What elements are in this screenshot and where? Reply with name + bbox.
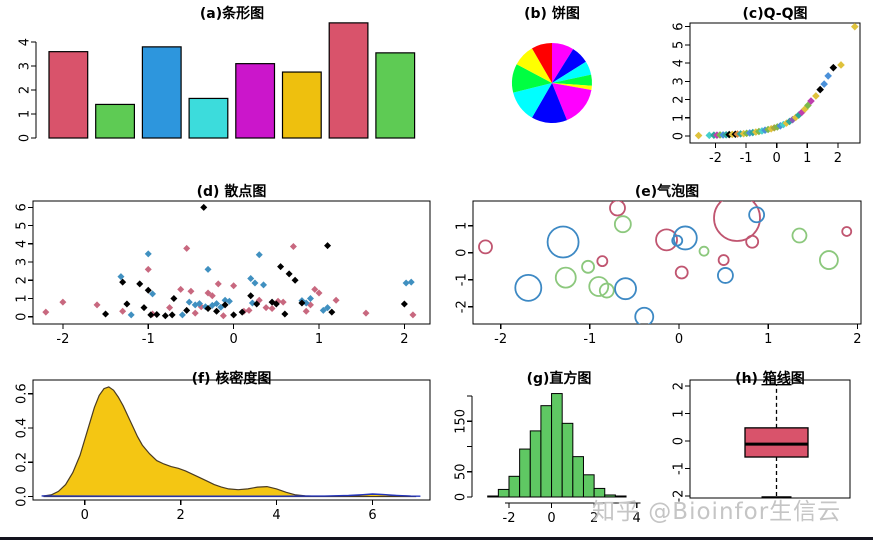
svg-text:-2: -2 [709,151,722,166]
panel-bar-chart: (a)条形图 0 1 2 3 4 [0,0,436,178]
svg-text:0: 0 [18,134,33,142]
svg-text:1: 1 [672,409,687,417]
panel-box-plot: (h) 箱线图 -2 -1 0 1 2 [660,365,873,537]
scatter-plot-canvas: 0 1 2 3 4 5 6 -2 -1 0 1 2 [15,200,431,347]
svg-text:0: 0 [454,493,469,501]
svg-text:-1: -1 [455,273,470,286]
svg-text:4: 4 [633,511,641,526]
svg-text:4: 4 [15,240,30,248]
svg-text:0.6: 0.6 [15,383,30,404]
svg-text:-1: -1 [672,462,687,475]
svg-text:0: 0 [672,437,687,445]
svg-text:1: 1 [672,114,687,122]
histogram-canvas: 0 50 150 -2 0 2 4 [454,393,641,526]
svg-text:0: 0 [455,249,470,257]
svg-text:-1: -1 [142,332,155,347]
svg-text:1: 1 [764,332,772,347]
svg-text:4: 4 [672,59,687,67]
svg-text:1: 1 [15,294,30,302]
svg-text:0: 0 [675,332,683,347]
svg-text:-2: -2 [455,300,470,313]
svg-text:50: 50 [454,463,469,480]
svg-text:6: 6 [672,23,687,31]
svg-text:0.2: 0.2 [15,452,30,473]
svg-text:2: 2 [672,382,687,390]
histogram-title: (g)直方图 [526,371,592,387]
panel-pie-chart: (b) 饼图 [436,0,650,178]
svg-text:0: 0 [15,313,30,321]
density-plot-canvas: 0.0 0.2 0.4 0.6 0 2 4 6 [15,379,431,523]
svg-text:1: 1 [18,110,33,118]
qq-plot-canvas: 0 1 2 3 4 5 6 -2 -1 0 1 2 [672,22,861,166]
svg-text:2: 2 [590,511,598,526]
panel-histogram: (g)直方图 0 50 150 -2 0 2 4 [436,365,676,537]
pie-chart-plot [512,43,592,124]
svg-text:2: 2 [18,86,33,94]
panel-density-plot: (f) 核密度图 0.0 0.2 0.4 0.6 0 2 4 6 [0,365,436,537]
svg-text:0: 0 [547,511,555,526]
svg-text:1: 1 [455,222,470,230]
svg-text:0.4: 0.4 [15,418,30,439]
svg-text:2: 2 [177,508,185,523]
svg-text:2: 2 [834,151,842,166]
svg-text:2: 2 [672,95,687,103]
svg-text:5: 5 [672,41,687,49]
bar-chart-title: (a)条形图 [199,6,265,22]
svg-text:3: 3 [15,258,30,266]
box-plot-canvas: -2 -1 0 1 2 [672,379,851,503]
svg-text:2: 2 [853,332,861,347]
svg-text:6: 6 [15,203,30,211]
qq-plot-title: (c)Q-Q图 [742,6,808,22]
bubble-chart-canvas: -2 -1 0 1 -2 -1 0 1 2 [455,200,862,347]
svg-text:6: 6 [368,508,376,523]
svg-text:0.0: 0.0 [15,486,30,507]
svg-text:150: 150 [454,409,469,434]
box-plot-title: (h) 箱线图 [735,371,805,387]
svg-text:0: 0 [81,508,89,523]
bottom-border [0,537,873,540]
panel-bubble-chart: (e)气泡图 -2 -1 0 1 -2 -1 0 1 2 [436,178,873,365]
svg-text:4: 4 [18,38,33,46]
svg-text:1: 1 [315,332,323,347]
svg-text:0: 0 [229,332,237,347]
svg-text:1: 1 [803,151,811,166]
svg-text:3: 3 [672,77,687,85]
svg-text:2: 2 [15,276,30,284]
bubble-chart-title: (e)气泡图 [634,184,700,200]
pie-chart-title: (b) 饼图 [524,6,580,22]
svg-text:-2: -2 [494,332,507,347]
svg-text:3: 3 [18,62,33,70]
bar-chart-plot: 0 1 2 3 4 [18,22,416,142]
density-plot-title: (f) 核密度图 [191,371,272,387]
svg-text:0: 0 [773,151,781,166]
watermark: 知乎 @Bioinfor生信云 [592,499,842,525]
svg-text:-1: -1 [740,151,753,166]
panel-scatter-plot: (d) 散点图 0 1 2 3 4 5 6 -2 -1 0 1 2 [0,178,436,365]
svg-text:-2: -2 [672,490,687,503]
svg-text:0: 0 [672,132,687,140]
svg-text:2: 2 [400,332,408,347]
svg-text:4: 4 [272,508,280,523]
svg-text:-2: -2 [503,511,516,526]
svg-text:5: 5 [15,221,30,229]
svg-text:-2: -2 [56,332,69,347]
panel-qq-plot: (c)Q-Q图 0 1 2 3 4 5 6 -2 -1 0 1 2 [650,0,873,178]
scatter-plot-title: (d) 散点图 [196,184,267,200]
svg-text:-1: -1 [583,332,596,347]
